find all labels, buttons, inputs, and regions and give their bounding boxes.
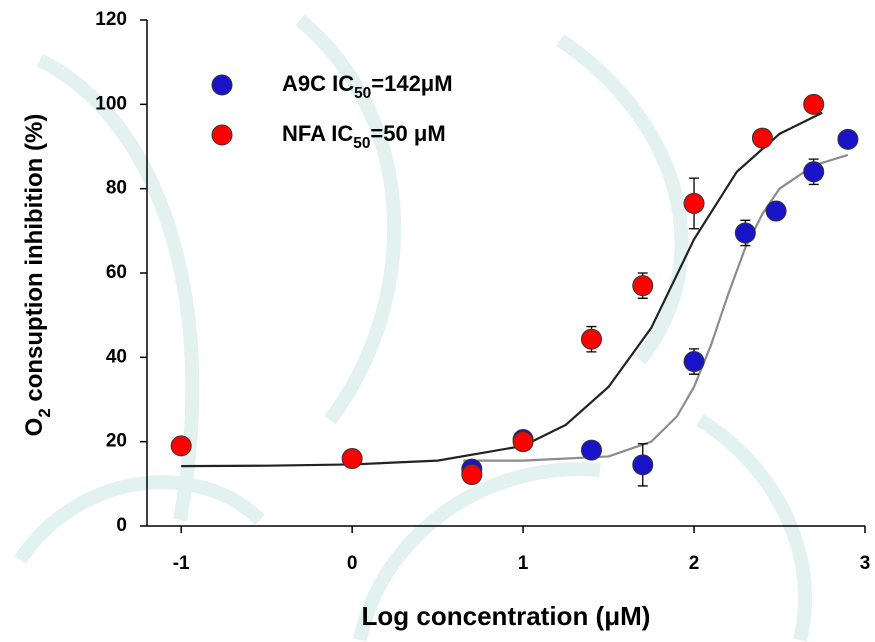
watermark (14, 14, 813, 642)
x-tick-label: -1 (173, 553, 190, 574)
point (683, 192, 705, 214)
x-tick-label: 1 (518, 553, 529, 574)
y-tick-label: 20 (106, 431, 127, 452)
y-axis-title: O2 consuption inhibition (%) (21, 114, 54, 437)
point (580, 439, 602, 461)
x-tick-label: 0 (347, 553, 358, 574)
x-tick-label: 2 (689, 553, 700, 574)
point (803, 93, 825, 115)
legend-marker (211, 124, 233, 146)
point (632, 275, 654, 297)
point (461, 464, 483, 486)
point (170, 435, 192, 457)
point (580, 328, 602, 350)
y-tick-label: 120 (95, 9, 127, 30)
point (837, 128, 859, 150)
legend-label: NFA IC50=50 μM (282, 121, 446, 152)
y-tick-label: 80 (106, 178, 127, 199)
y-tick-label: 0 (116, 515, 127, 536)
fit-curve (181, 111, 823, 468)
y-tick-label: 100 (95, 93, 127, 114)
point (512, 431, 534, 453)
point (341, 448, 363, 470)
legend-label: A9C IC50=142μM (282, 71, 453, 102)
fit-curve (463, 153, 849, 462)
point (734, 222, 756, 244)
point (765, 200, 787, 222)
point (803, 161, 825, 183)
y-tick-label: 60 (106, 262, 127, 283)
point (751, 127, 773, 149)
point (632, 454, 654, 476)
x-axis-title: Log concentration (μM) (362, 601, 651, 631)
legend-marker (211, 74, 233, 96)
x-tick-label: 3 (860, 553, 871, 574)
point (683, 351, 705, 373)
y-tick-label: 40 (106, 346, 127, 367)
